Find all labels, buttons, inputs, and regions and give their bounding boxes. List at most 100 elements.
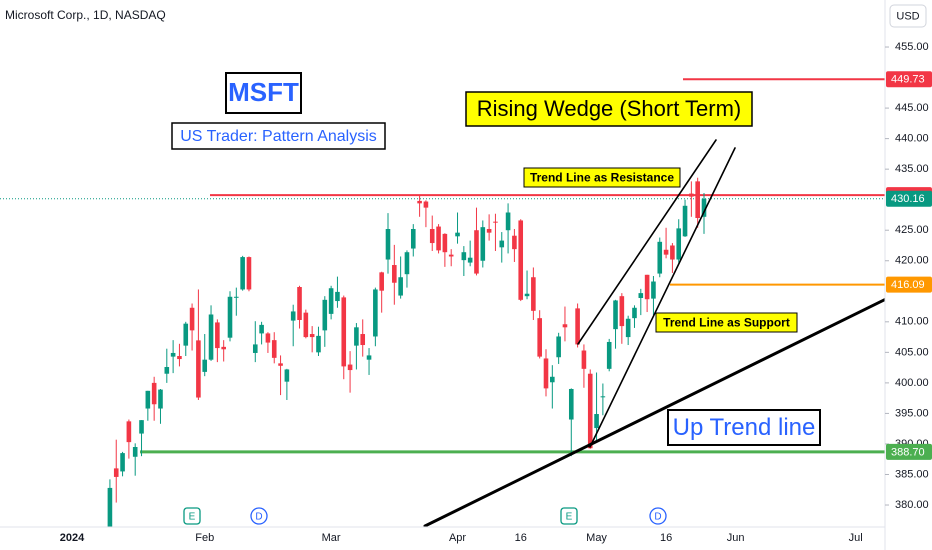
candle-body bbox=[417, 200, 422, 204]
candle-body bbox=[499, 240, 505, 248]
y-tick-label: 440.00 bbox=[895, 133, 929, 145]
candle-body bbox=[196, 340, 201, 398]
candle-body bbox=[575, 308, 580, 345]
candle-body bbox=[600, 396, 606, 398]
candle-body bbox=[676, 228, 682, 260]
x-tick-label: 16 bbox=[515, 532, 527, 544]
plot-area bbox=[0, 78, 885, 527]
candle-body bbox=[682, 205, 688, 237]
annotation-box bbox=[171, 122, 386, 150]
y-tick-label: 425.00 bbox=[895, 224, 929, 236]
candle-body bbox=[284, 369, 290, 382]
y-tick-label: 410.00 bbox=[895, 316, 929, 328]
candle-body bbox=[234, 296, 239, 298]
candle-body bbox=[139, 420, 144, 434]
y-tick-label: 380.00 bbox=[895, 499, 929, 511]
candle-body bbox=[461, 252, 467, 261]
event-label: D bbox=[255, 512, 262, 523]
candle-body bbox=[493, 221, 498, 223]
price-tag-label: 449.73 bbox=[891, 74, 925, 86]
annotation-box bbox=[523, 167, 681, 188]
candle-body bbox=[410, 228, 416, 249]
candle-body bbox=[259, 324, 264, 334]
candle-body bbox=[606, 341, 612, 369]
price-tag-label: 388.70 bbox=[891, 446, 925, 458]
x-tick-label: Feb bbox=[195, 532, 214, 544]
candle-body bbox=[512, 235, 517, 250]
y-tick-label: 455.00 bbox=[895, 41, 929, 53]
price-tag bbox=[886, 276, 932, 293]
candle-body bbox=[632, 307, 637, 319]
currency[interactable]: USD bbox=[896, 10, 919, 22]
trend-line bbox=[577, 139, 717, 345]
x-tick-label: Apr bbox=[449, 532, 466, 544]
annotation: MSFT bbox=[228, 77, 299, 107]
candle-body bbox=[587, 373, 593, 449]
candle-body bbox=[467, 257, 473, 263]
candle-body bbox=[303, 312, 309, 338]
candle-body bbox=[695, 181, 700, 219]
candle-body bbox=[215, 322, 220, 349]
candle-body bbox=[613, 300, 618, 330]
price-tag bbox=[886, 190, 932, 207]
candle-body bbox=[202, 359, 208, 372]
event-label: E bbox=[189, 512, 196, 523]
candle-body bbox=[651, 281, 656, 299]
event-label: E bbox=[566, 512, 573, 523]
candle-body bbox=[594, 414, 599, 429]
candle-body bbox=[328, 288, 334, 314]
candle-body bbox=[208, 314, 214, 360]
candle-body bbox=[581, 350, 587, 369]
candle-body bbox=[113, 468, 119, 477]
candle-body bbox=[145, 390, 151, 409]
y-tick-label: 405.00 bbox=[895, 346, 929, 358]
candle-body bbox=[278, 363, 283, 366]
candle-body bbox=[132, 447, 138, 457]
candle-body bbox=[455, 232, 460, 237]
event-badge bbox=[649, 507, 667, 525]
event-badge bbox=[560, 507, 578, 525]
x-tick-label: Jun bbox=[727, 532, 745, 544]
candle-body bbox=[164, 367, 170, 374]
event-badge bbox=[183, 507, 201, 525]
candle-body bbox=[335, 291, 340, 302]
y-tick-label: 445.00 bbox=[895, 102, 929, 114]
event-badge bbox=[250, 507, 268, 525]
candle-body bbox=[524, 293, 530, 297]
y-tick-label: 395.00 bbox=[895, 407, 929, 419]
candle-body bbox=[271, 340, 277, 358]
x-tick-label: Jul bbox=[849, 532, 863, 544]
candle-body bbox=[151, 382, 157, 405]
annotation: US Trader: Pattern Analysis bbox=[180, 128, 377, 145]
candle-body bbox=[290, 311, 296, 321]
x-tick-label: 16 bbox=[660, 532, 672, 544]
candle-body bbox=[644, 274, 650, 300]
candle-body bbox=[347, 364, 353, 371]
candle-body bbox=[177, 356, 182, 360]
candle-body bbox=[429, 228, 435, 244]
chart-title: Microsoft Corp., 1D, NASDAQ bbox=[5, 8, 166, 22]
annotation-box bbox=[465, 91, 753, 127]
candle-body bbox=[240, 257, 245, 290]
y-tick-label: 385.00 bbox=[895, 468, 929, 480]
currency-box[interactable] bbox=[889, 4, 927, 28]
candle-body bbox=[568, 388, 574, 420]
annotation: Up Trend line bbox=[673, 414, 816, 441]
candle-body bbox=[227, 296, 233, 338]
candle-body bbox=[354, 327, 359, 346]
candle-body bbox=[701, 198, 707, 217]
candle-body bbox=[373, 289, 378, 337]
candle-body bbox=[385, 228, 391, 260]
y-tick-label: 420.00 bbox=[895, 255, 929, 267]
candle-body bbox=[183, 323, 189, 346]
candle-body bbox=[341, 297, 347, 367]
candle-body bbox=[537, 318, 542, 357]
candle-body bbox=[531, 277, 536, 311]
candle-body bbox=[480, 227, 486, 261]
candle-body bbox=[246, 257, 252, 290]
candle-body bbox=[543, 358, 549, 389]
annotation: Rising Wedge (Short Term) bbox=[477, 96, 742, 121]
annotation: Trend Line as Support bbox=[663, 316, 790, 330]
candle-body bbox=[518, 220, 524, 300]
